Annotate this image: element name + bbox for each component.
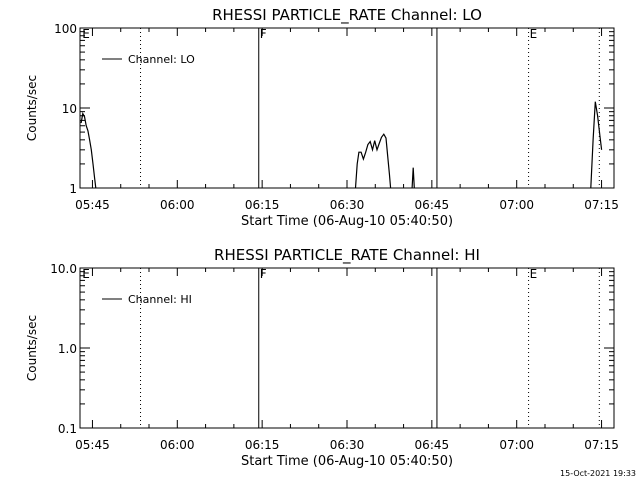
x-tick-label: 06:45 [415, 438, 450, 452]
series-line [80, 111, 97, 189]
x-tick-label: 06:00 [160, 198, 195, 212]
x-axis-label: Start Time (06-Aug-10 05:40:50) [241, 454, 453, 469]
x-tick-label: 07:15 [584, 438, 619, 452]
x-tick-label: 06:15 [245, 438, 280, 452]
series-line [354, 133, 392, 189]
chart-panel-1: RHESSI PARTICLE_RATE Channel: LO Counts/s… [25, 6, 619, 229]
y-axis-label: Counts/sec [25, 75, 39, 141]
x-tick-label: 06:30 [330, 198, 365, 212]
event-marker-label: F [260, 267, 267, 281]
series-line [411, 167, 415, 189]
event-marker-label: F [260, 27, 267, 41]
timestamp-label: 15-Oct-2021 19:33 [560, 469, 636, 478]
series-line [590, 101, 603, 189]
event-marker-label: E [82, 27, 90, 41]
y-tick-label: 10 [62, 102, 77, 116]
chart-title: RHESSI PARTICLE_RATE Channel: HI [214, 246, 480, 265]
x-tick-label: 06:00 [160, 438, 195, 452]
event-marker-label: E [530, 27, 538, 41]
x-axis-label: Start Time (06-Aug-10 05:40:50) [241, 214, 453, 229]
y-axis-label: Counts/sec [25, 315, 39, 381]
y-tick-label: 1 [69, 182, 77, 196]
x-tick-label: 06:45 [415, 198, 450, 212]
x-tick-label: 07:15 [584, 198, 619, 212]
legend-label: Channel: HI [128, 293, 192, 306]
y-tick-label: 0.1 [58, 422, 77, 436]
legend-label: Channel: LO [128, 53, 195, 66]
x-tick-label: 05:45 [75, 438, 110, 452]
event-marker-label: E [530, 267, 538, 281]
y-tick-label: 10.0 [50, 262, 77, 276]
chart-panel-2: RHESSI PARTICLE_RATE Channel: HI Counts/s… [25, 246, 619, 469]
x-tick-label: 07:00 [499, 198, 534, 212]
x-tick-label: 06:15 [245, 198, 280, 212]
y-tick-label: 1.0 [58, 342, 77, 356]
chart-title: RHESSI PARTICLE_RATE Channel: LO [212, 6, 482, 25]
x-tick-label: 07:00 [499, 438, 534, 452]
y-tick-label: 100 [54, 22, 77, 36]
x-tick-label: 05:45 [75, 198, 110, 212]
x-tick-label: 06:30 [330, 438, 365, 452]
event-marker-label: E [82, 267, 90, 281]
